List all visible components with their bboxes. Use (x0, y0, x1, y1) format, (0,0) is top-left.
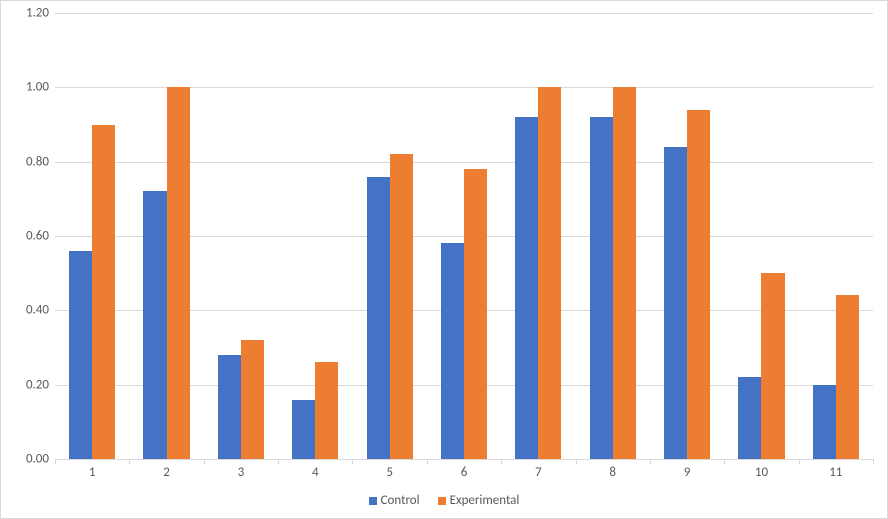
y-tick-label: 1.00 (26, 80, 55, 95)
bar-control (292, 400, 315, 459)
x-tick-mark (799, 459, 800, 464)
bar-experimental (761, 273, 784, 459)
legend-swatch-icon (369, 497, 377, 505)
x-tick-mark (129, 459, 130, 464)
bar-experimental (613, 87, 636, 459)
y-tick-label: 0.00 (26, 452, 55, 467)
chart-frame: 0.00 0.20 0.40 0.60 0.80 1.00 1.20 1 2 3 4 5 6 7 8 9 10 1… (0, 0, 888, 519)
bar-experimental (167, 87, 190, 459)
bar-control (813, 385, 836, 459)
bar-experimental (390, 154, 413, 459)
x-tick-mark (352, 459, 353, 464)
bar-control (143, 191, 166, 459)
x-tick-label: 2 (163, 459, 170, 480)
bar-control (738, 377, 761, 459)
bar-experimental (687, 110, 710, 459)
y-tick-label: 1.20 (26, 6, 55, 21)
bar-experimental (92, 125, 115, 460)
legend-label: Experimental (450, 493, 520, 508)
x-tick-label: 9 (684, 459, 691, 480)
x-tick-label: 11 (829, 459, 842, 480)
x-tick-label: 8 (609, 459, 616, 480)
legend-swatch-icon (438, 497, 446, 505)
x-tick-mark (278, 459, 279, 464)
x-tick-label: 7 (535, 459, 542, 480)
x-tick-mark (724, 459, 725, 464)
bar-control (590, 117, 613, 459)
x-tick-mark (576, 459, 577, 464)
y-tick-label: 0.40 (26, 303, 55, 318)
y-tick-label: 0.20 (26, 377, 55, 392)
legend-item: Experimental (438, 493, 520, 508)
bar-experimental (538, 87, 561, 459)
legend-label: Control (381, 493, 420, 508)
bar-control (664, 147, 687, 459)
x-tick-mark (55, 459, 56, 464)
y-tick-label: 0.60 (26, 229, 55, 244)
x-tick-label: 5 (386, 459, 393, 480)
plot-area: 0.000.200.400.600.801.001.20123456789101… (55, 13, 873, 459)
bar-experimental (315, 362, 338, 459)
bar-control (218, 355, 241, 459)
x-tick-label: 6 (461, 459, 468, 480)
x-tick-label: 4 (312, 459, 319, 480)
legend: Control Experimental (1, 493, 887, 508)
y-tick-label: 0.80 (26, 154, 55, 169)
x-tick-mark (501, 459, 502, 464)
x-tick-label: 1 (89, 459, 96, 480)
bar-experimental (464, 169, 487, 459)
x-tick-label: 3 (238, 459, 245, 480)
bar-control (515, 117, 538, 459)
legend-item: Control (369, 493, 420, 508)
x-tick-label: 10 (755, 459, 768, 480)
x-tick-mark (427, 459, 428, 464)
x-tick-mark (650, 459, 651, 464)
bar-control (69, 251, 92, 459)
bar-control (441, 243, 464, 459)
bar-control (367, 177, 390, 459)
x-tick-mark (204, 459, 205, 464)
bar-experimental (836, 295, 859, 459)
bar-experimental (241, 340, 264, 459)
gridline (55, 13, 873, 14)
x-tick-mark (873, 459, 874, 464)
